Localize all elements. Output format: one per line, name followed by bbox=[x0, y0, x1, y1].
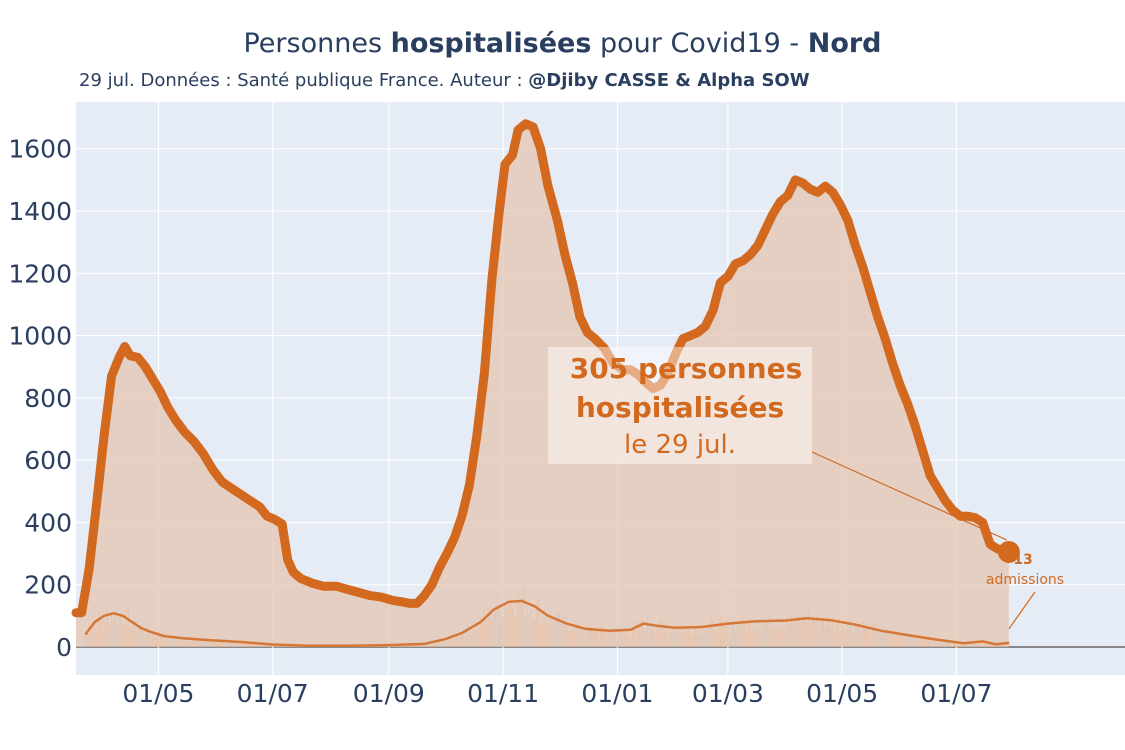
admissions-line bbox=[84, 599, 1010, 647]
x-axis-tick-labels: 01/05 01/07 01/09 01/11 01/01 01/03 01/05 01/07 bbox=[122, 679, 992, 708]
x-tick-label: 01/07 bbox=[920, 679, 992, 708]
title-bold-nord: Nord bbox=[807, 28, 882, 59]
x-tick-label: 01/05 bbox=[122, 679, 194, 708]
chart-title: Personnes hospitalisées pour Covid19 - N… bbox=[0, 28, 1125, 59]
admission-bar bbox=[1008, 641, 1010, 647]
annotation-box bbox=[548, 347, 812, 464]
hospitalized-line bbox=[71, 119, 1014, 618]
annotation-arrow bbox=[811, 451, 1008, 541]
y-axis-tick-labels: 0 200 400 600 800 1000 1200 1400 1600 bbox=[8, 135, 72, 662]
hospitalized-area bbox=[76, 123, 1009, 647]
x-tick-label: 01/09 bbox=[353, 679, 425, 708]
y-tick-label: 1000 bbox=[8, 322, 72, 351]
y-tick-label: 800 bbox=[24, 384, 72, 413]
title-bold-hospitalisees: hospitalisées bbox=[390, 28, 592, 59]
subtitle-authors: @Djiby CASSE & Alpha SOW bbox=[528, 70, 810, 91]
y-tick-label: 600 bbox=[24, 446, 72, 475]
y-tick-label: 1600 bbox=[8, 135, 72, 164]
series-group bbox=[71, 119, 1020, 647]
admissions-text-label: admissions bbox=[986, 572, 1064, 588]
x-tick-label: 01/05 bbox=[806, 679, 878, 708]
x-tick-label: 01/03 bbox=[692, 679, 764, 708]
y-tick-label: 0 bbox=[56, 633, 72, 662]
admissions-count-label: 13 bbox=[1013, 552, 1032, 568]
chart-subtitle: 29 jul. Données : Santé publique France.… bbox=[79, 70, 810, 91]
subtitle-text: 29 jul. Données : Santé publique France.… bbox=[79, 70, 529, 91]
title-part-2: pour Covid19 - bbox=[591, 28, 808, 59]
y-tick-label: 1200 bbox=[8, 259, 72, 288]
x-tick-label: 01/01 bbox=[581, 679, 653, 708]
title-part-1: Personnes bbox=[243, 28, 391, 59]
last-value-marker bbox=[997, 540, 1020, 563]
annotation-line-3: le 29 jul. bbox=[624, 430, 736, 460]
admissions-arrow bbox=[1008, 591, 1036, 630]
y-tick-label: 1400 bbox=[8, 197, 72, 226]
annotation-line-2: hospitalisées bbox=[576, 391, 784, 424]
x-tick-label: 01/11 bbox=[467, 679, 539, 708]
x-tick-label: 01/07 bbox=[237, 679, 309, 708]
y-tick-label: 400 bbox=[24, 508, 72, 537]
annotations-group: 305 personnes hospitalisées le 29 jul. 13 ad… bbox=[548, 347, 1064, 630]
annotation-line-1: 305 personnes bbox=[570, 352, 802, 385]
y-tick-label: 200 bbox=[24, 571, 72, 600]
